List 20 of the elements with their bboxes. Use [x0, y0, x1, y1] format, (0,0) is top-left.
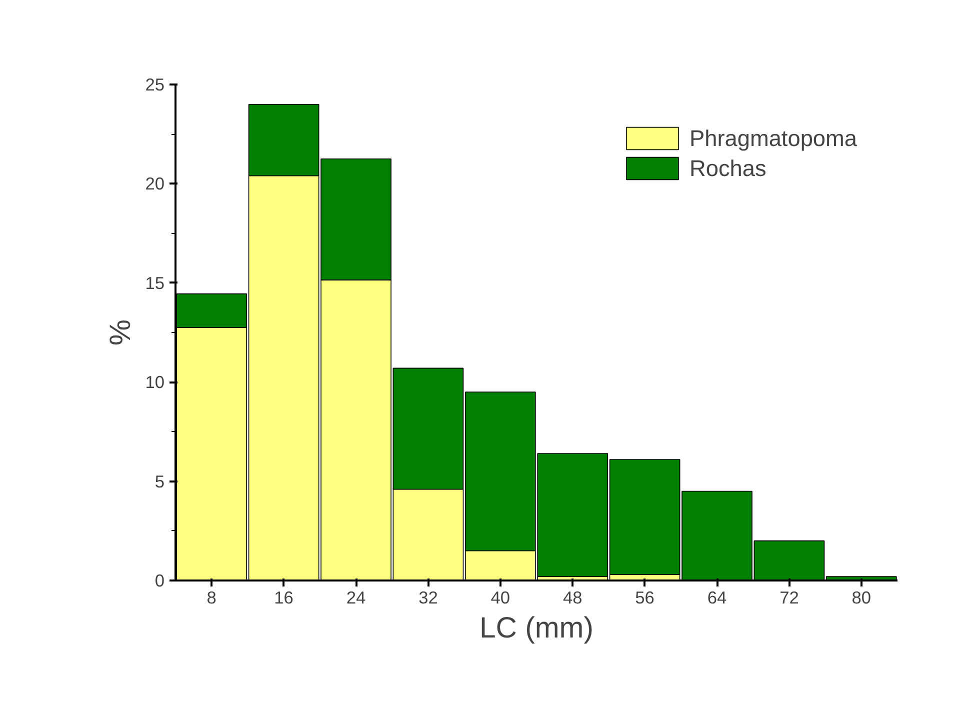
- legend-label: Rochas: [690, 154, 766, 182]
- x-tick-label: 48: [562, 588, 582, 608]
- x-tick-label: 16: [274, 588, 294, 608]
- x-tick-label: 72: [780, 588, 799, 608]
- y-tick-label: 15: [145, 272, 165, 293]
- x-tick-label: 32: [418, 588, 438, 608]
- x-tick-label: 24: [346, 588, 366, 608]
- x-tick-label: 40: [490, 588, 510, 608]
- x-tick-label: 8: [206, 588, 216, 608]
- legend-label: Phragmatopoma: [690, 124, 857, 152]
- x-tick-label: 64: [707, 588, 727, 608]
- y-tick-label: 5: [154, 471, 165, 492]
- y-tick-label: 20: [145, 174, 165, 194]
- y-tick-label: 10: [145, 372, 165, 392]
- y-axis-title: %: [104, 319, 138, 346]
- y-tick-label: 25: [145, 74, 165, 94]
- x-tick-label: 56: [635, 588, 654, 608]
- y-tick-label: 0: [154, 570, 165, 590]
- x-axis-title: LC (mm): [479, 612, 594, 644]
- x-tick-label: 80: [852, 588, 872, 608]
